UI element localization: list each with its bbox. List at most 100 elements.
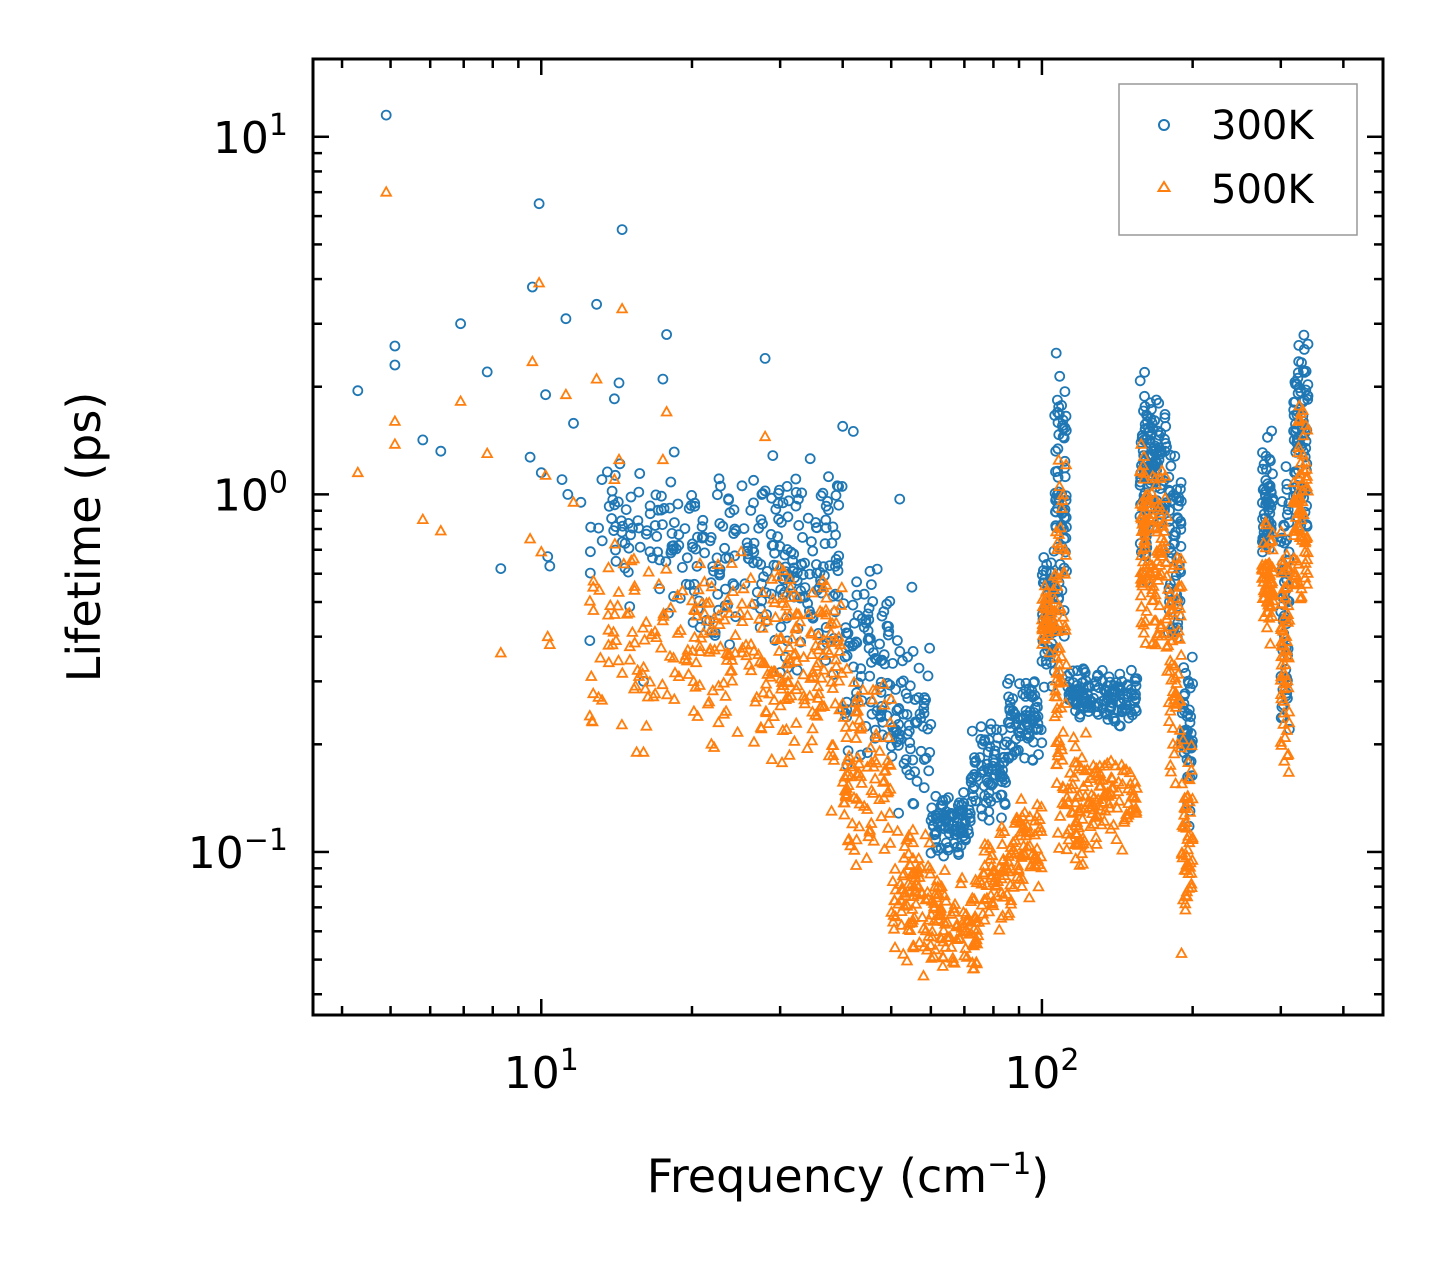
data-point-300k: [830, 489, 842, 501]
data-point-500k: [782, 675, 795, 687]
data-point-500k: [1048, 689, 1062, 701]
data-point-500k: [1295, 533, 1309, 545]
data-point-500k: [888, 893, 901, 905]
data-point-500k: [836, 775, 850, 787]
data-point-300k: [1139, 390, 1150, 402]
plot-frame: [311, 57, 1385, 1017]
data-point-500k: [776, 678, 789, 690]
data-point-500k: [882, 730, 896, 742]
data-point-500k: [759, 704, 773, 716]
data-point-300k: [954, 808, 966, 820]
data-point-300k: [887, 658, 898, 669]
data-point-500k: [745, 597, 759, 609]
data-point-500k: [1004, 897, 1018, 909]
data-point-500k: [992, 923, 1006, 935]
data-point-300k: [481, 366, 493, 378]
data-point-500k: [1018, 822, 1032, 834]
data-point-500k: [848, 843, 861, 855]
data-point-500k: [1055, 649, 1068, 661]
data-point-300k: [767, 450, 779, 462]
data-point-300k: [975, 721, 987, 733]
data-point-500k: [698, 607, 711, 619]
data-point-500k: [703, 624, 717, 636]
data-point-500k: [912, 851, 926, 864]
data-point-500k: [967, 961, 981, 974]
data-point-500k: [883, 836, 897, 848]
data-point-500k: [656, 677, 669, 690]
data-point-300k: [1092, 701, 1104, 713]
data-point-500k: [1054, 520, 1067, 533]
data-point-500k: [937, 923, 950, 935]
data-point-300k: [883, 626, 895, 637]
data-point-300k: [1052, 443, 1064, 455]
data-point-300k: [1300, 365, 1312, 377]
data-point-500k: [1289, 568, 1303, 581]
data-point-500k: [978, 913, 991, 925]
data-point-500k: [1138, 533, 1152, 545]
data-point-500k: [603, 598, 617, 610]
data-point-500k: [626, 625, 639, 637]
data-point-500k: [1279, 629, 1293, 641]
data-point-500k: [612, 653, 625, 666]
data-point-500k: [1034, 850, 1048, 862]
data-point-500k: [1120, 811, 1134, 823]
data-point-300k: [830, 560, 841, 572]
data-point-500k: [657, 606, 670, 619]
data-point-500k: [775, 591, 789, 603]
data-point-500k: [700, 614, 714, 626]
data-point-300k: [1050, 347, 1062, 359]
data-point-300k: [893, 703, 905, 714]
data-point-500k: [850, 833, 863, 845]
data-point-500k: [663, 649, 677, 661]
data-point-500k: [888, 862, 902, 874]
data-point-300k: [634, 468, 646, 479]
data-point-300k: [994, 760, 1005, 772]
data-point-500k: [1096, 795, 1110, 807]
data-point-500k: [1003, 878, 1017, 890]
data-point-500k: [886, 874, 900, 886]
data-point-500k: [825, 804, 838, 816]
data-point-300k: [668, 543, 679, 555]
data-point-300k: [830, 554, 842, 565]
data-point-500k: [870, 730, 884, 743]
data-point-300k: [533, 198, 545, 210]
data-point-300k: [919, 692, 930, 703]
data-point-300k: [907, 754, 919, 766]
data-point-300k: [997, 752, 1009, 763]
data-point-500k: [927, 914, 941, 926]
data-point-300k: [898, 675, 909, 687]
data-point-500k: [832, 630, 846, 642]
data-point-500k: [869, 683, 883, 695]
data-point-500k: [1052, 599, 1066, 612]
data-point-500k: [1038, 601, 1052, 614]
legend-marker-500k: [1156, 180, 1172, 192]
data-point-500k: [1167, 693, 1181, 705]
data-point-500k: [865, 783, 878, 796]
data-point-500k: [1294, 513, 1308, 525]
data-point-300k: [985, 724, 997, 736]
data-point-500k: [971, 923, 984, 935]
data-point-500k: [685, 593, 699, 606]
data-point-500k: [1296, 447, 1310, 460]
data-point-500k: [1160, 664, 1174, 676]
data-point-500k: [744, 637, 758, 649]
data-point-500k: [785, 632, 799, 644]
data-point-500k: [793, 634, 807, 647]
data-point-300k: [652, 504, 664, 516]
data-point-500k: [1179, 801, 1192, 814]
data-point-500k: [896, 869, 910, 881]
data-point-300k: [1298, 329, 1310, 341]
data-point-500k: [1073, 858, 1086, 870]
data-point-500k: [1170, 676, 1183, 688]
data-point-300k: [620, 504, 632, 516]
data-point-300k: [1302, 379, 1314, 391]
data-point-500k: [1282, 765, 1296, 777]
data-point-500k: [1146, 469, 1160, 481]
data-point-500k: [1048, 709, 1062, 722]
data-point-500k: [656, 609, 670, 621]
data-point-300k: [739, 578, 751, 590]
data-point-500k: [744, 663, 758, 676]
data-point-300k: [759, 352, 771, 364]
data-point-500k: [1148, 471, 1162, 484]
data-point-500k: [434, 524, 448, 536]
